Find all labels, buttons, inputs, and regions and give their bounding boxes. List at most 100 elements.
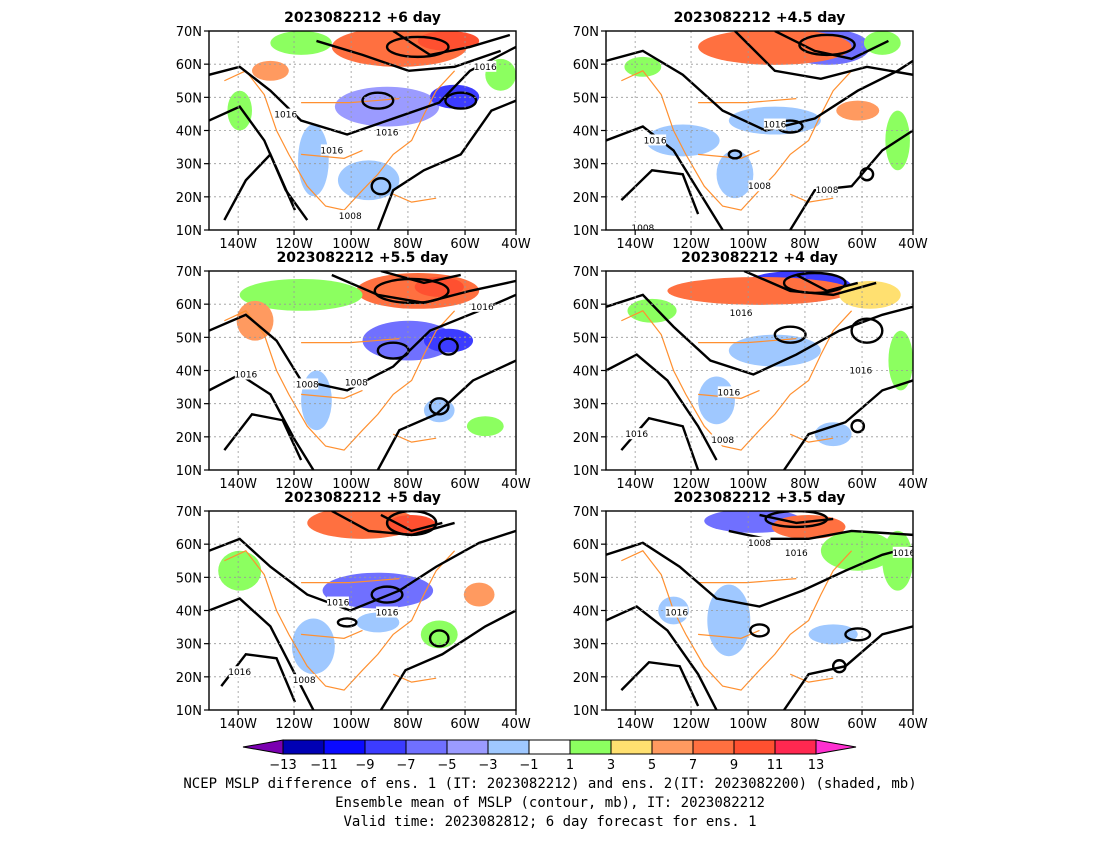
colorbar-tick-label: −5 bbox=[437, 758, 456, 773]
lon-tick-label: 100W bbox=[332, 237, 370, 252]
lat-tick-label: 30N bbox=[573, 638, 599, 653]
lat-tick-label: 50N bbox=[573, 91, 599, 106]
lon-tick-label: 80W bbox=[790, 237, 820, 252]
contour-label: 1016 bbox=[730, 309, 753, 319]
footer-line-1: NCEP MSLP difference of ens. 1 (IT: 2023… bbox=[183, 776, 917, 792]
shaded-anomaly bbox=[298, 124, 329, 197]
shaded-anomaly bbox=[836, 100, 880, 121]
lat-tick-label: 30N bbox=[573, 398, 599, 413]
lon-tick-label: 140W bbox=[616, 237, 654, 252]
lon-tick-label: 100W bbox=[332, 477, 370, 492]
colorbar: −13 −11 −9 −7 −5 −3 −1 1 3 5 7 9 11 13 bbox=[242, 739, 857, 773]
lat-tick-label: 70N bbox=[573, 505, 599, 520]
graticule bbox=[209, 271, 516, 470]
colorbar-swatch bbox=[282, 739, 325, 755]
lat-tick-label: 40N bbox=[573, 605, 599, 620]
lat-tick-label: 10N bbox=[573, 704, 599, 719]
lon-tick-label: 40W bbox=[898, 477, 928, 492]
shaded-anomaly bbox=[698, 31, 852, 65]
lat-tick-label: 40N bbox=[176, 125, 202, 140]
shaded-anomaly bbox=[239, 278, 363, 311]
lon-tick-label: 60W bbox=[450, 477, 480, 492]
colorbar-arrow-left bbox=[242, 739, 284, 755]
lon-tick-label: 60W bbox=[847, 237, 877, 252]
shaded-anomaly bbox=[251, 60, 289, 81]
lat-tick-label: 60N bbox=[176, 298, 202, 313]
panel-title: 2023082212 +5.5 day bbox=[277, 250, 449, 266]
mslp-contours bbox=[606, 511, 913, 710]
lat-tick-label: 20N bbox=[573, 431, 599, 446]
lat-tick-label: 70N bbox=[176, 265, 202, 280]
graticule bbox=[606, 511, 913, 710]
colorbar-tick-label: 3 bbox=[607, 758, 615, 773]
lon-tick-label: 140W bbox=[616, 717, 654, 732]
map-panel: 1016 1016 1016 1016 1008 2023082212 +6 day 70N… bbox=[176, 10, 531, 252]
contour-label: 1008 bbox=[296, 380, 319, 390]
lon-tick-label: 80W bbox=[790, 477, 820, 492]
contour-label: 1016 bbox=[892, 549, 915, 559]
contour-label: 1016 bbox=[625, 430, 648, 440]
lon-tick-label: 140W bbox=[616, 477, 654, 492]
lat-tick-label: 50N bbox=[176, 91, 202, 106]
panel-title: 2023082212 +6 day bbox=[284, 10, 441, 26]
contour-label: 1016 bbox=[274, 111, 297, 121]
contour-label: 1016 bbox=[320, 146, 343, 156]
lat-tick-label: 20N bbox=[573, 671, 599, 686]
lon-tick-label: 100W bbox=[729, 477, 767, 492]
colorbar-swatch bbox=[446, 739, 489, 755]
lat-tick-label: 40N bbox=[573, 125, 599, 140]
colorbar-tick-label: −3 bbox=[478, 758, 497, 773]
lat-tick-label: 60N bbox=[573, 298, 599, 313]
lat-tick-label: 10N bbox=[573, 464, 599, 479]
contour-label: 1016 bbox=[234, 370, 257, 380]
lat-tick-label: 20N bbox=[176, 191, 202, 206]
lon-tick-label: 80W bbox=[393, 717, 423, 732]
colorbar-tick-label: 5 bbox=[648, 758, 656, 773]
contour-label: 1016 bbox=[376, 608, 399, 618]
shaded-anomaly bbox=[667, 276, 852, 305]
lon-tick-label: 100W bbox=[729, 237, 767, 252]
shaded-anomaly bbox=[417, 31, 480, 51]
lat-tick-label: 10N bbox=[176, 704, 202, 719]
lat-tick-label: 30N bbox=[176, 398, 202, 413]
shaded-anomaly bbox=[430, 84, 480, 109]
lat-tick-label: 70N bbox=[573, 25, 599, 40]
contour-label: 1008 bbox=[293, 676, 316, 686]
lon-tick-label: 60W bbox=[847, 717, 877, 732]
lon-tick-label: 120W bbox=[672, 237, 710, 252]
contour-label: 1016 bbox=[763, 121, 786, 131]
colorbar-swatch bbox=[692, 739, 735, 755]
colorbar-swatch bbox=[323, 739, 366, 755]
colorbar-swatch bbox=[651, 739, 694, 755]
lat-tick-label: 70N bbox=[573, 265, 599, 280]
shaded-anomaly bbox=[820, 530, 895, 571]
coastline bbox=[224, 310, 456, 451]
shaded-anomaly bbox=[728, 334, 821, 367]
shaded-anomaly bbox=[322, 572, 434, 609]
lat-tick-label: 10N bbox=[573, 224, 599, 239]
lat-tick-label: 30N bbox=[573, 158, 599, 173]
lat-tick-label: 40N bbox=[176, 365, 202, 380]
colorbar-tick-label: 11 bbox=[767, 758, 784, 773]
colorbar-tick-label: 13 bbox=[808, 758, 825, 773]
colorbar-swatch bbox=[610, 739, 653, 755]
colorbar-swatch bbox=[733, 739, 776, 755]
lon-tick-label: 40W bbox=[898, 237, 928, 252]
graticule bbox=[209, 31, 516, 230]
lon-tick-label: 40W bbox=[501, 717, 531, 732]
contour-label: 1016 bbox=[785, 549, 808, 559]
lat-tick-label: 20N bbox=[176, 671, 202, 686]
lon-tick-label: 140W bbox=[219, 477, 257, 492]
panel-title: 2023082212 +5 day bbox=[284, 490, 441, 506]
lon-tick-label: 40W bbox=[898, 717, 928, 732]
contour-label: 1008 bbox=[345, 378, 368, 388]
shaded-anomaly bbox=[387, 514, 437, 535]
lat-tick-label: 20N bbox=[573, 191, 599, 206]
contour-label: 1016 bbox=[326, 599, 349, 609]
shaded-anomaly bbox=[270, 31, 332, 55]
lon-tick-label: 80W bbox=[393, 237, 423, 252]
panel-title: 2023082212 +4 day bbox=[681, 250, 838, 266]
lat-tick-label: 30N bbox=[176, 638, 202, 653]
contour-label: 1016 bbox=[376, 128, 399, 138]
lon-tick-label: 40W bbox=[501, 477, 531, 492]
